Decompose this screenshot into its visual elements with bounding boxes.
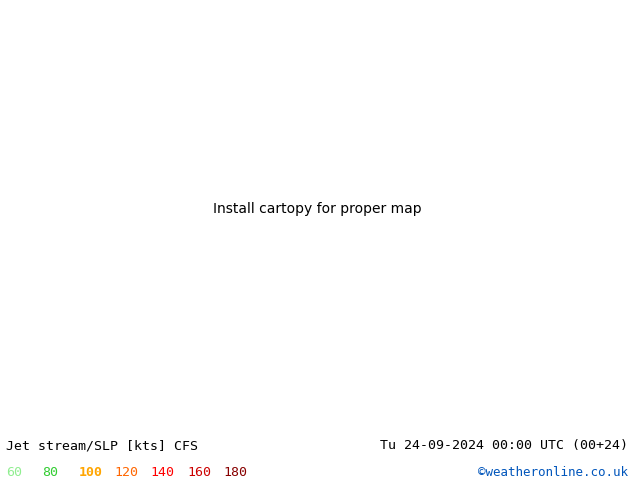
Text: 140: 140 — [151, 466, 175, 479]
Text: 80: 80 — [42, 466, 58, 479]
Text: 60: 60 — [6, 466, 22, 479]
Text: Tu 24-09-2024 00:00 UTC (00+24): Tu 24-09-2024 00:00 UTC (00+24) — [380, 439, 628, 452]
Text: 120: 120 — [115, 466, 139, 479]
Text: 180: 180 — [223, 466, 247, 479]
Text: 160: 160 — [187, 466, 211, 479]
Text: 100: 100 — [79, 466, 103, 479]
Text: Install cartopy for proper map: Install cartopy for proper map — [212, 202, 422, 216]
Text: Jet stream/SLP [kts] CFS: Jet stream/SLP [kts] CFS — [6, 439, 198, 452]
Text: ©weatheronline.co.uk: ©weatheronline.co.uk — [477, 466, 628, 479]
